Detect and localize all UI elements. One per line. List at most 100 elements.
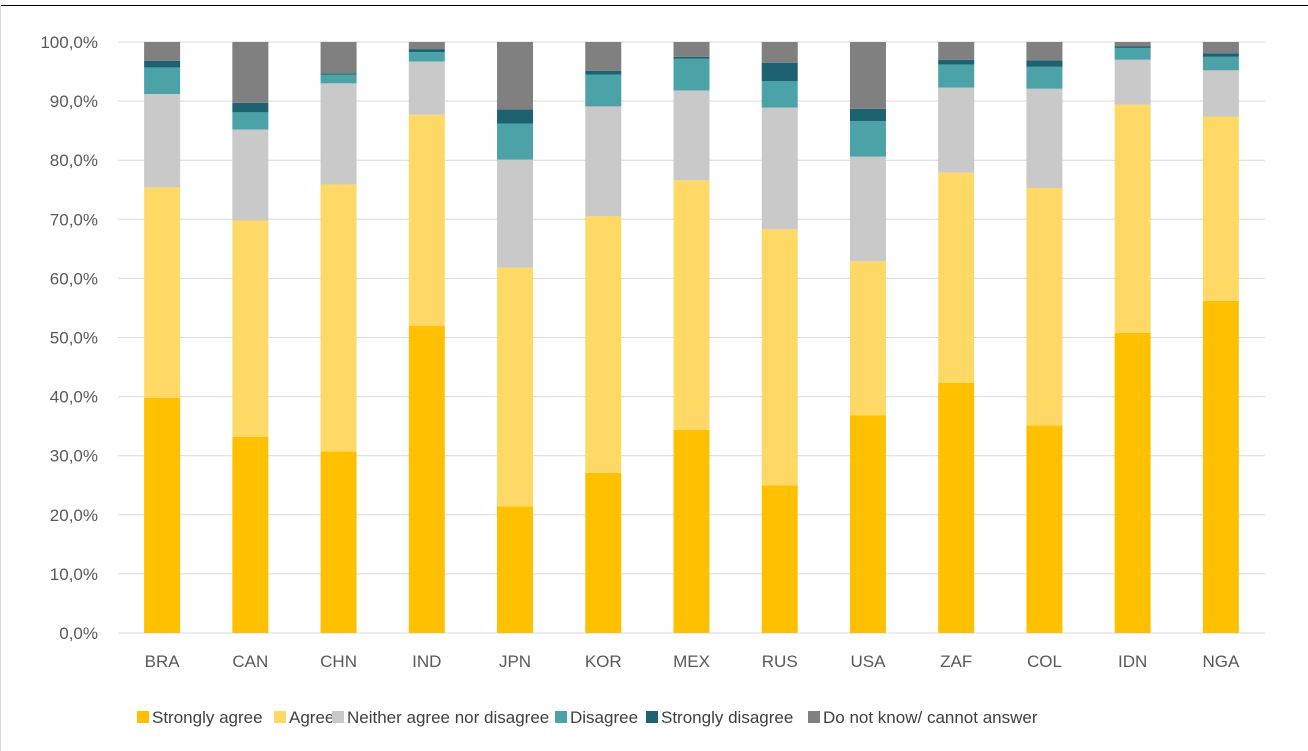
legend-swatch	[274, 711, 286, 723]
bar-segment-strongly-agree	[585, 472, 622, 633]
legend-swatch	[646, 711, 658, 723]
bar-segment-disagree	[673, 58, 710, 91]
bar-stack-bra	[144, 42, 181, 633]
x-tick-label: ZAF	[940, 652, 972, 671]
y-tick-label: 30,0%	[50, 447, 98, 466]
bar-segment-neither-agree-nor-disagree	[1026, 88, 1063, 188]
bar-stack-kor	[585, 42, 622, 633]
bar-segment-strongly-agree	[232, 436, 269, 633]
legend-label: Strongly disagree	[661, 708, 793, 727]
bar-segment-strongly-disagree	[1114, 46, 1151, 48]
bar-segment-disagree	[849, 121, 886, 157]
bar-segment-neither-agree-nor-disagree	[849, 156, 886, 262]
x-tick-label: RUS	[762, 652, 798, 671]
bar-segment-do-not-know-cannot-answer	[1026, 42, 1063, 61]
bar-segment-agree	[585, 216, 622, 473]
top-border	[0, 5, 1308, 6]
legend: Strongly agree Agree Neither agree nor dis…	[137, 708, 1038, 727]
bar-segment-strongly-disagree	[232, 102, 269, 113]
legend-item: Strongly agree	[137, 708, 263, 727]
bar-segment-strongly-disagree	[1202, 53, 1239, 57]
bar-stack-chn	[320, 42, 357, 633]
bar-segment-neither-agree-nor-disagree	[585, 106, 622, 217]
bar-segment-neither-agree-nor-disagree	[1114, 59, 1151, 105]
bar-segment-neither-agree-nor-disagree	[232, 129, 269, 221]
bar-segment-do-not-know-cannot-answer	[320, 42, 357, 74]
bar-segment-do-not-know-cannot-answer	[849, 42, 886, 109]
bar-segment-disagree	[232, 112, 269, 130]
bar-segment-agree	[1026, 187, 1063, 426]
bar-segment-strongly-agree	[497, 506, 534, 633]
bar-stack-can	[232, 42, 269, 633]
legend-swatch	[332, 711, 344, 723]
bar-segment-neither-agree-nor-disagree	[938, 87, 975, 173]
bar-segment-strongly-agree	[1202, 300, 1239, 633]
x-tick-label: NGA	[1202, 652, 1240, 671]
bar-segment-do-not-know-cannot-answer	[1114, 42, 1151, 47]
bar-segment-do-not-know-cannot-answer	[144, 42, 181, 61]
legend-item: Do not know/ cannot answer	[808, 708, 1038, 727]
x-tick-label: IND	[412, 652, 441, 671]
bar-segment-agree	[408, 114, 445, 326]
bar-segment-do-not-know-cannot-answer	[1202, 42, 1239, 54]
bar-segment-disagree	[144, 67, 181, 95]
legend-swatch	[555, 711, 567, 723]
bar-segment-neither-agree-nor-disagree	[673, 90, 710, 181]
legend-item: Disagree	[555, 708, 638, 727]
legend-item: Strongly disagree	[646, 708, 793, 727]
bar-segment-neither-agree-nor-disagree	[1202, 70, 1239, 117]
bar-segment-neither-agree-nor-disagree	[497, 159, 534, 268]
bar-segment-agree	[1202, 116, 1239, 301]
bar-segment-neither-agree-nor-disagree	[408, 61, 445, 115]
bar-stack-rus	[761, 42, 798, 633]
bar-segment-strongly-agree	[408, 325, 445, 633]
bar-segment-disagree	[585, 74, 622, 107]
y-tick-label: 40,0%	[50, 388, 98, 407]
bar-segment-neither-agree-nor-disagree	[761, 107, 798, 230]
bar-segment-do-not-know-cannot-answer	[232, 42, 269, 103]
y-tick-label: 0,0%	[59, 624, 98, 643]
bar-stack-zaf	[938, 42, 975, 633]
y-tick-label: 70,0%	[50, 210, 98, 229]
legend-swatch	[137, 711, 149, 723]
bar-segment-strongly-agree	[1026, 425, 1063, 633]
legend-label: Do not know/ cannot answer	[823, 708, 1038, 727]
x-tick-label: CHN	[320, 652, 357, 671]
y-tick-label: 50,0%	[50, 329, 98, 348]
bar-stack-ind	[408, 42, 445, 633]
bar-segment-strongly-disagree	[938, 59, 975, 65]
y-tick-label: 10,0%	[50, 565, 98, 584]
legend-label: Neither agree nor disagree	[347, 708, 549, 727]
legend-swatch	[808, 711, 820, 723]
bar-stacks	[144, 42, 1239, 633]
x-tick-label: CAN	[232, 652, 268, 671]
bar-segment-strongly-disagree	[585, 70, 622, 75]
y-tick-label: 80,0%	[50, 151, 98, 170]
bar-segment-agree	[144, 187, 181, 398]
bar-segment-strongly-agree	[1114, 332, 1151, 633]
left-border	[0, 5, 1, 751]
bar-stack-nga	[1202, 42, 1239, 633]
bar-segment-strongly-disagree	[497, 109, 534, 124]
legend-item: Neither agree nor disagree	[332, 708, 549, 727]
y-tick-label: 60,0%	[50, 269, 98, 288]
bar-segment-strongly-disagree	[1026, 60, 1063, 67]
bar-segment-strongly-agree	[938, 383, 975, 633]
bar-stack-jpn	[497, 42, 534, 633]
bar-stack-col	[1026, 42, 1063, 633]
x-axis-tick-labels: BRA CAN CHN IND JPN KOR MEX RUS USA ZAF COL IDN NGA	[145, 652, 1240, 671]
bar-segment-do-not-know-cannot-answer	[673, 42, 710, 57]
x-tick-label: KOR	[585, 652, 622, 671]
y-tick-label: 90,0%	[50, 92, 98, 111]
bar-stack-idn	[1114, 42, 1151, 633]
bar-segment-strongly-agree	[673, 429, 710, 633]
x-tick-label: COL	[1027, 652, 1062, 671]
bar-segment-strongly-disagree	[673, 56, 710, 59]
bar-segment-strongly-disagree	[408, 49, 445, 53]
bar-stack-mex	[673, 42, 710, 633]
y-axis-tick-labels: 0,0% 10,0% 20,0% 30,0% 40,0% 50,0% 60,0% 70,0% 8…	[40, 33, 98, 643]
bar-segment-agree	[673, 180, 710, 430]
bar-segment-disagree	[1202, 56, 1239, 71]
bar-segment-do-not-know-cannot-answer	[938, 42, 975, 60]
bar-segment-disagree	[408, 52, 445, 62]
